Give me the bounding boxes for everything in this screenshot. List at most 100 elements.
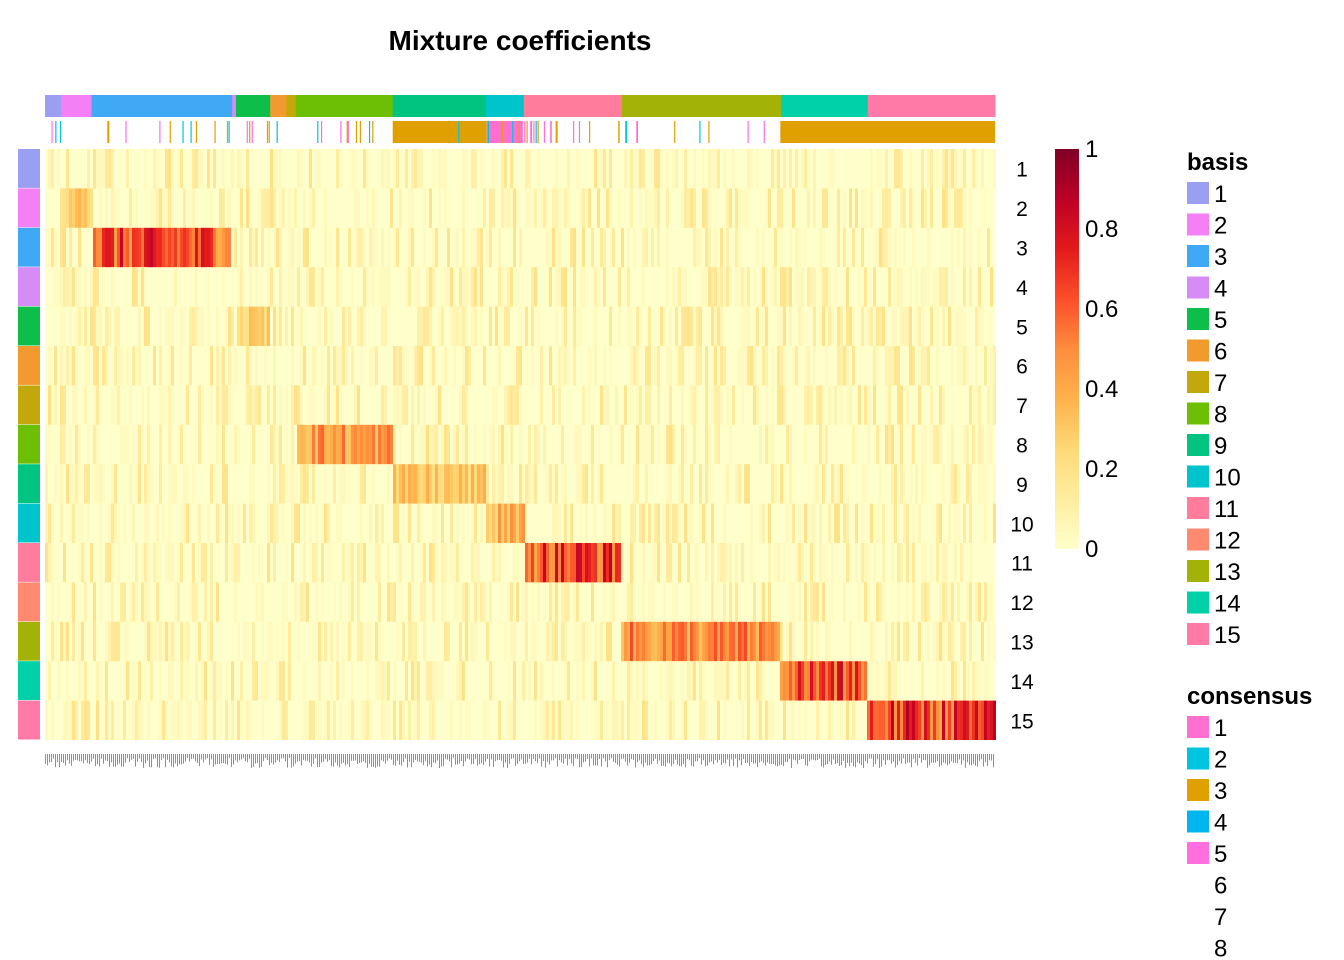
legend-label: 6 bbox=[1214, 339, 1227, 366]
column-name-tick bbox=[143, 754, 144, 768]
heatmap-cell bbox=[147, 543, 150, 583]
heatmap-cell bbox=[114, 346, 117, 386]
heatmap-cell bbox=[879, 227, 882, 268]
heatmap-cell bbox=[99, 503, 102, 543]
consensus-tick bbox=[699, 121, 701, 143]
heatmap-cell bbox=[651, 227, 654, 268]
heatmap-cell bbox=[396, 621, 399, 662]
heatmap-cell bbox=[630, 149, 633, 189]
column-name-tick bbox=[101, 754, 102, 759]
heatmap-cell bbox=[144, 149, 147, 189]
heatmap-cell bbox=[711, 543, 714, 583]
column-name-tick bbox=[443, 754, 444, 767]
heatmap-cell bbox=[339, 267, 342, 307]
heatmap-cell bbox=[177, 227, 180, 268]
heatmap-cell bbox=[651, 582, 654, 622]
heatmap-cell bbox=[333, 700, 336, 740]
column-name-tick bbox=[271, 754, 272, 763]
column-name-tick bbox=[609, 754, 610, 760]
heatmap-cell bbox=[891, 464, 894, 504]
heatmap-cell bbox=[606, 188, 609, 228]
column-name-tick bbox=[887, 754, 888, 761]
heatmap-cell bbox=[924, 700, 927, 740]
heatmap-cell bbox=[636, 621, 639, 662]
column-name-tick bbox=[417, 754, 418, 762]
heatmap-cell bbox=[780, 464, 783, 504]
heatmap-cell bbox=[951, 227, 954, 268]
heatmap-cell bbox=[99, 227, 102, 268]
heatmap-cell bbox=[858, 582, 861, 622]
heatmap-cell bbox=[432, 700, 435, 740]
heatmap-cell bbox=[960, 188, 963, 228]
heatmap-cell bbox=[381, 149, 384, 189]
heatmap-cell bbox=[102, 149, 105, 189]
heatmap-cell bbox=[336, 267, 339, 307]
column-name-tick bbox=[483, 754, 484, 765]
consensus-span bbox=[392, 121, 487, 143]
heatmap-cell bbox=[759, 661, 762, 701]
heatmap-cell bbox=[597, 543, 600, 583]
consensus-tick bbox=[228, 121, 230, 143]
heatmap-cell bbox=[717, 700, 720, 740]
heatmap-cell bbox=[60, 227, 63, 268]
heatmap-cell bbox=[561, 267, 564, 307]
column-name-tick bbox=[221, 754, 222, 764]
heatmap-cell bbox=[546, 464, 549, 504]
heatmap-cell bbox=[909, 306, 912, 346]
heatmap-cell bbox=[471, 621, 474, 662]
heatmap-cell bbox=[594, 700, 597, 740]
consensus-tick bbox=[537, 121, 539, 143]
heatmap-cell bbox=[867, 543, 870, 583]
column-annotation-segment bbox=[295, 95, 394, 117]
heatmap-cell bbox=[432, 503, 435, 543]
heatmap-cell bbox=[792, 621, 795, 662]
heatmap-cell bbox=[453, 306, 456, 346]
heatmap-cell bbox=[609, 582, 612, 622]
heatmap-cell bbox=[507, 700, 510, 740]
heatmap-cell bbox=[780, 661, 783, 701]
heatmap-cell bbox=[96, 464, 99, 504]
heatmap-cell bbox=[714, 227, 717, 268]
heatmap-cell bbox=[783, 543, 786, 583]
heatmap-cell bbox=[888, 188, 891, 228]
column-name-tick bbox=[245, 754, 246, 762]
heatmap-cell bbox=[87, 188, 90, 228]
heatmap-cell bbox=[453, 346, 456, 386]
heatmap-cell bbox=[705, 621, 708, 662]
consensus-tick bbox=[487, 121, 490, 143]
heatmap-cell bbox=[684, 621, 687, 662]
heatmap-cell bbox=[498, 464, 501, 504]
column-name-tick bbox=[617, 754, 618, 765]
heatmap-cell bbox=[993, 621, 996, 662]
heatmap-cell bbox=[168, 543, 171, 583]
heatmap-cell bbox=[441, 543, 444, 583]
heatmap-cell bbox=[93, 464, 96, 504]
heatmap-cell bbox=[885, 700, 888, 740]
column-name-tick bbox=[151, 754, 152, 768]
heatmap-cell bbox=[138, 424, 141, 465]
heatmap-cell bbox=[357, 582, 360, 622]
heatmap-cell bbox=[855, 503, 858, 543]
heatmap-cell bbox=[501, 267, 504, 307]
heatmap-cell bbox=[963, 188, 966, 228]
column-name-tick bbox=[675, 754, 676, 760]
heatmap-cell bbox=[336, 346, 339, 386]
heatmap-cell bbox=[948, 700, 951, 740]
heatmap-cell bbox=[603, 582, 606, 622]
heatmap-cell bbox=[660, 661, 663, 701]
row-annotation-13 bbox=[18, 621, 40, 661]
heatmap-cell bbox=[174, 621, 177, 662]
heatmap-cell bbox=[282, 661, 285, 701]
heatmap-cell bbox=[837, 464, 840, 504]
column-name-tick bbox=[777, 754, 778, 767]
column-name-tick bbox=[941, 754, 942, 766]
column-name-tick bbox=[317, 754, 318, 768]
heatmap-cell bbox=[846, 661, 849, 701]
heatmap-cell bbox=[609, 346, 612, 386]
heatmap-cell bbox=[462, 464, 465, 504]
heatmap-cell bbox=[669, 464, 672, 504]
heatmap-cell bbox=[429, 424, 432, 465]
heatmap-cell bbox=[231, 306, 234, 346]
heatmap-cell bbox=[792, 503, 795, 543]
column-annotation-segment bbox=[781, 95, 869, 117]
